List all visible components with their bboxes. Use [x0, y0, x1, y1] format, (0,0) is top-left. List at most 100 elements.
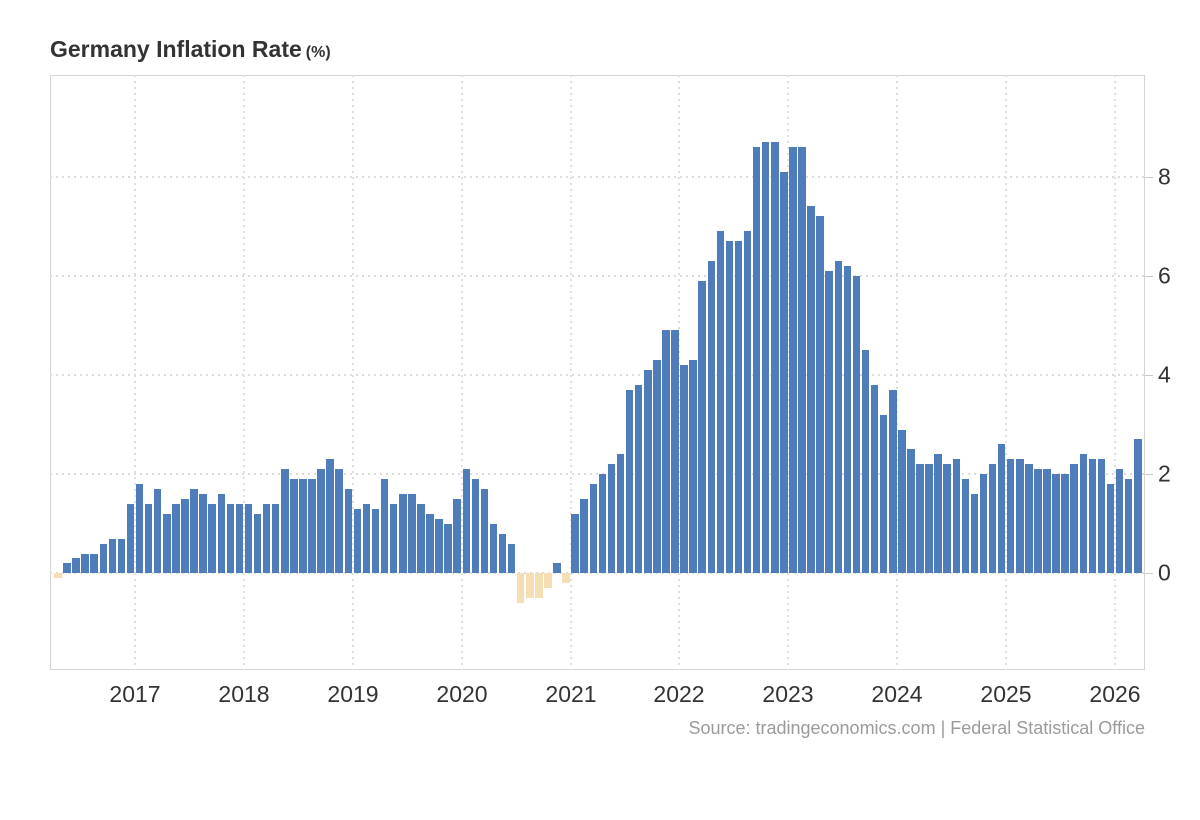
bar-2020-10[interactable] — [544, 573, 552, 589]
bar-2025-11[interactable] — [1097, 459, 1106, 574]
bar-2021-08[interactable] — [634, 384, 643, 574]
bar-2018-11[interactable] — [335, 469, 343, 574]
bar-2016-11[interactable] — [117, 538, 126, 574]
bar-2023-10[interactable] — [870, 384, 879, 574]
bar-2019-04[interactable] — [380, 479, 389, 574]
bar-2022-01[interactable] — [680, 365, 688, 574]
bar-2022-05[interactable] — [716, 231, 724, 574]
bar-2021-07[interactable] — [625, 389, 634, 574]
bar-2021-05[interactable] — [607, 464, 616, 574]
bar-2022-06[interactable] — [725, 241, 734, 574]
bar-2016-04[interactable] — [54, 573, 62, 579]
bar-2020-05[interactable] — [498, 533, 507, 574]
bar-2016-09[interactable] — [99, 543, 107, 574]
bar-2025-08[interactable] — [1070, 464, 1078, 574]
bar-2026-01[interactable] — [1115, 469, 1124, 574]
bar-2020-04[interactable] — [489, 523, 498, 574]
bar-2024-09[interactable] — [970, 494, 979, 574]
bar-2018-12[interactable] — [344, 489, 352, 574]
bar-2021-10[interactable] — [653, 360, 661, 574]
bar-2019-06[interactable] — [399, 494, 407, 574]
bar-2017-01[interactable] — [135, 484, 144, 574]
bar-2020-07[interactable] — [516, 573, 525, 604]
bar-2025-02[interactable] — [1016, 459, 1024, 574]
bar-2017-08[interactable] — [199, 494, 207, 574]
bar-2017-02[interactable] — [144, 503, 153, 574]
bar-2017-10[interactable] — [217, 494, 225, 574]
bar-2024-07[interactable] — [952, 459, 960, 574]
bar-2020-12[interactable] — [562, 573, 570, 584]
bar-2019-09[interactable] — [426, 513, 434, 574]
bar-2019-10[interactable] — [435, 518, 443, 574]
bar-2016-06[interactable] — [72, 558, 80, 574]
bar-2018-06[interactable] — [290, 479, 298, 574]
bar-2022-08[interactable] — [743, 231, 752, 574]
bar-2025-05[interactable] — [1043, 469, 1051, 574]
bar-2018-10[interactable] — [326, 459, 334, 574]
bar-2017-06[interactable] — [181, 498, 189, 574]
bar-2019-05[interactable] — [389, 503, 398, 574]
bar-2017-12[interactable] — [235, 503, 244, 574]
bar-2020-02[interactable] — [471, 479, 479, 574]
bar-2019-02[interactable] — [362, 503, 371, 574]
bar-2017-05[interactable] — [172, 503, 180, 574]
bar-2019-12[interactable] — [453, 498, 461, 574]
bar-2024-05[interactable] — [934, 454, 942, 574]
bar-2022-09[interactable] — [752, 146, 761, 574]
bar-2016-12[interactable] — [126, 503, 135, 574]
bar-2023-11[interactable] — [879, 414, 888, 574]
bar-2022-02[interactable] — [689, 360, 697, 574]
bar-2023-07[interactable] — [843, 265, 852, 574]
bar-2024-01[interactable] — [898, 429, 906, 574]
bar-2021-06[interactable] — [616, 454, 625, 574]
bar-2022-04[interactable] — [707, 260, 715, 574]
bar-2016-05[interactable] — [63, 563, 71, 574]
bar-2022-07[interactable] — [734, 241, 743, 574]
bar-2019-03[interactable] — [371, 508, 380, 574]
bar-2018-07[interactable] — [299, 479, 307, 574]
bar-2025-10[interactable] — [1088, 459, 1097, 574]
bar-2021-03[interactable] — [589, 484, 597, 574]
bar-2024-12[interactable] — [997, 444, 1006, 574]
bar-2021-11[interactable] — [662, 330, 670, 574]
bar-2021-02[interactable] — [580, 498, 588, 574]
bar-2020-06[interactable] — [507, 543, 516, 574]
bar-2025-06[interactable] — [1052, 474, 1060, 574]
bar-2023-12[interactable] — [889, 389, 897, 574]
bar-2025-03[interactable] — [1025, 464, 1033, 574]
bar-2023-04[interactable] — [816, 216, 824, 574]
bar-2019-01[interactable] — [353, 508, 362, 574]
bar-2026-02[interactable] — [1124, 479, 1133, 574]
bar-2016-07[interactable] — [81, 553, 89, 574]
bar-2024-11[interactable] — [988, 464, 997, 574]
bar-2018-01[interactable] — [244, 503, 253, 574]
bar-2020-09[interactable] — [535, 573, 543, 599]
bar-2024-10[interactable] — [979, 474, 988, 574]
bar-2017-11[interactable] — [226, 503, 234, 574]
bar-2018-08[interactable] — [308, 479, 316, 574]
bar-2018-04[interactable] — [271, 503, 280, 574]
bar-2022-11[interactable] — [771, 141, 779, 574]
bar-2025-12[interactable] — [1106, 484, 1115, 574]
bar-2024-03[interactable] — [916, 464, 924, 574]
bar-2020-08[interactable] — [526, 573, 534, 599]
bar-2017-03[interactable] — [153, 489, 162, 574]
bar-2025-04[interactable] — [1034, 469, 1042, 574]
bar-2021-01[interactable] — [571, 513, 579, 574]
bar-2023-09[interactable] — [861, 350, 870, 574]
bar-2023-02[interactable] — [798, 146, 806, 574]
bar-2023-06[interactable] — [834, 260, 842, 574]
bar-2020-01[interactable] — [462, 469, 470, 574]
bar-2021-09[interactable] — [644, 370, 652, 574]
bar-2024-04[interactable] — [925, 464, 933, 574]
bar-2017-09[interactable] — [208, 503, 216, 574]
bar-2017-04[interactable] — [163, 513, 171, 574]
bar-2018-05[interactable] — [281, 469, 289, 574]
bar-2025-07[interactable] — [1061, 474, 1069, 574]
bar-2016-10[interactable] — [108, 538, 117, 574]
bar-2020-03[interactable] — [480, 489, 489, 574]
bar-2022-03[interactable] — [698, 280, 706, 574]
bar-2022-12[interactable] — [780, 171, 788, 574]
bar-2016-08[interactable] — [90, 553, 98, 574]
bar-2025-09[interactable] — [1079, 454, 1087, 574]
